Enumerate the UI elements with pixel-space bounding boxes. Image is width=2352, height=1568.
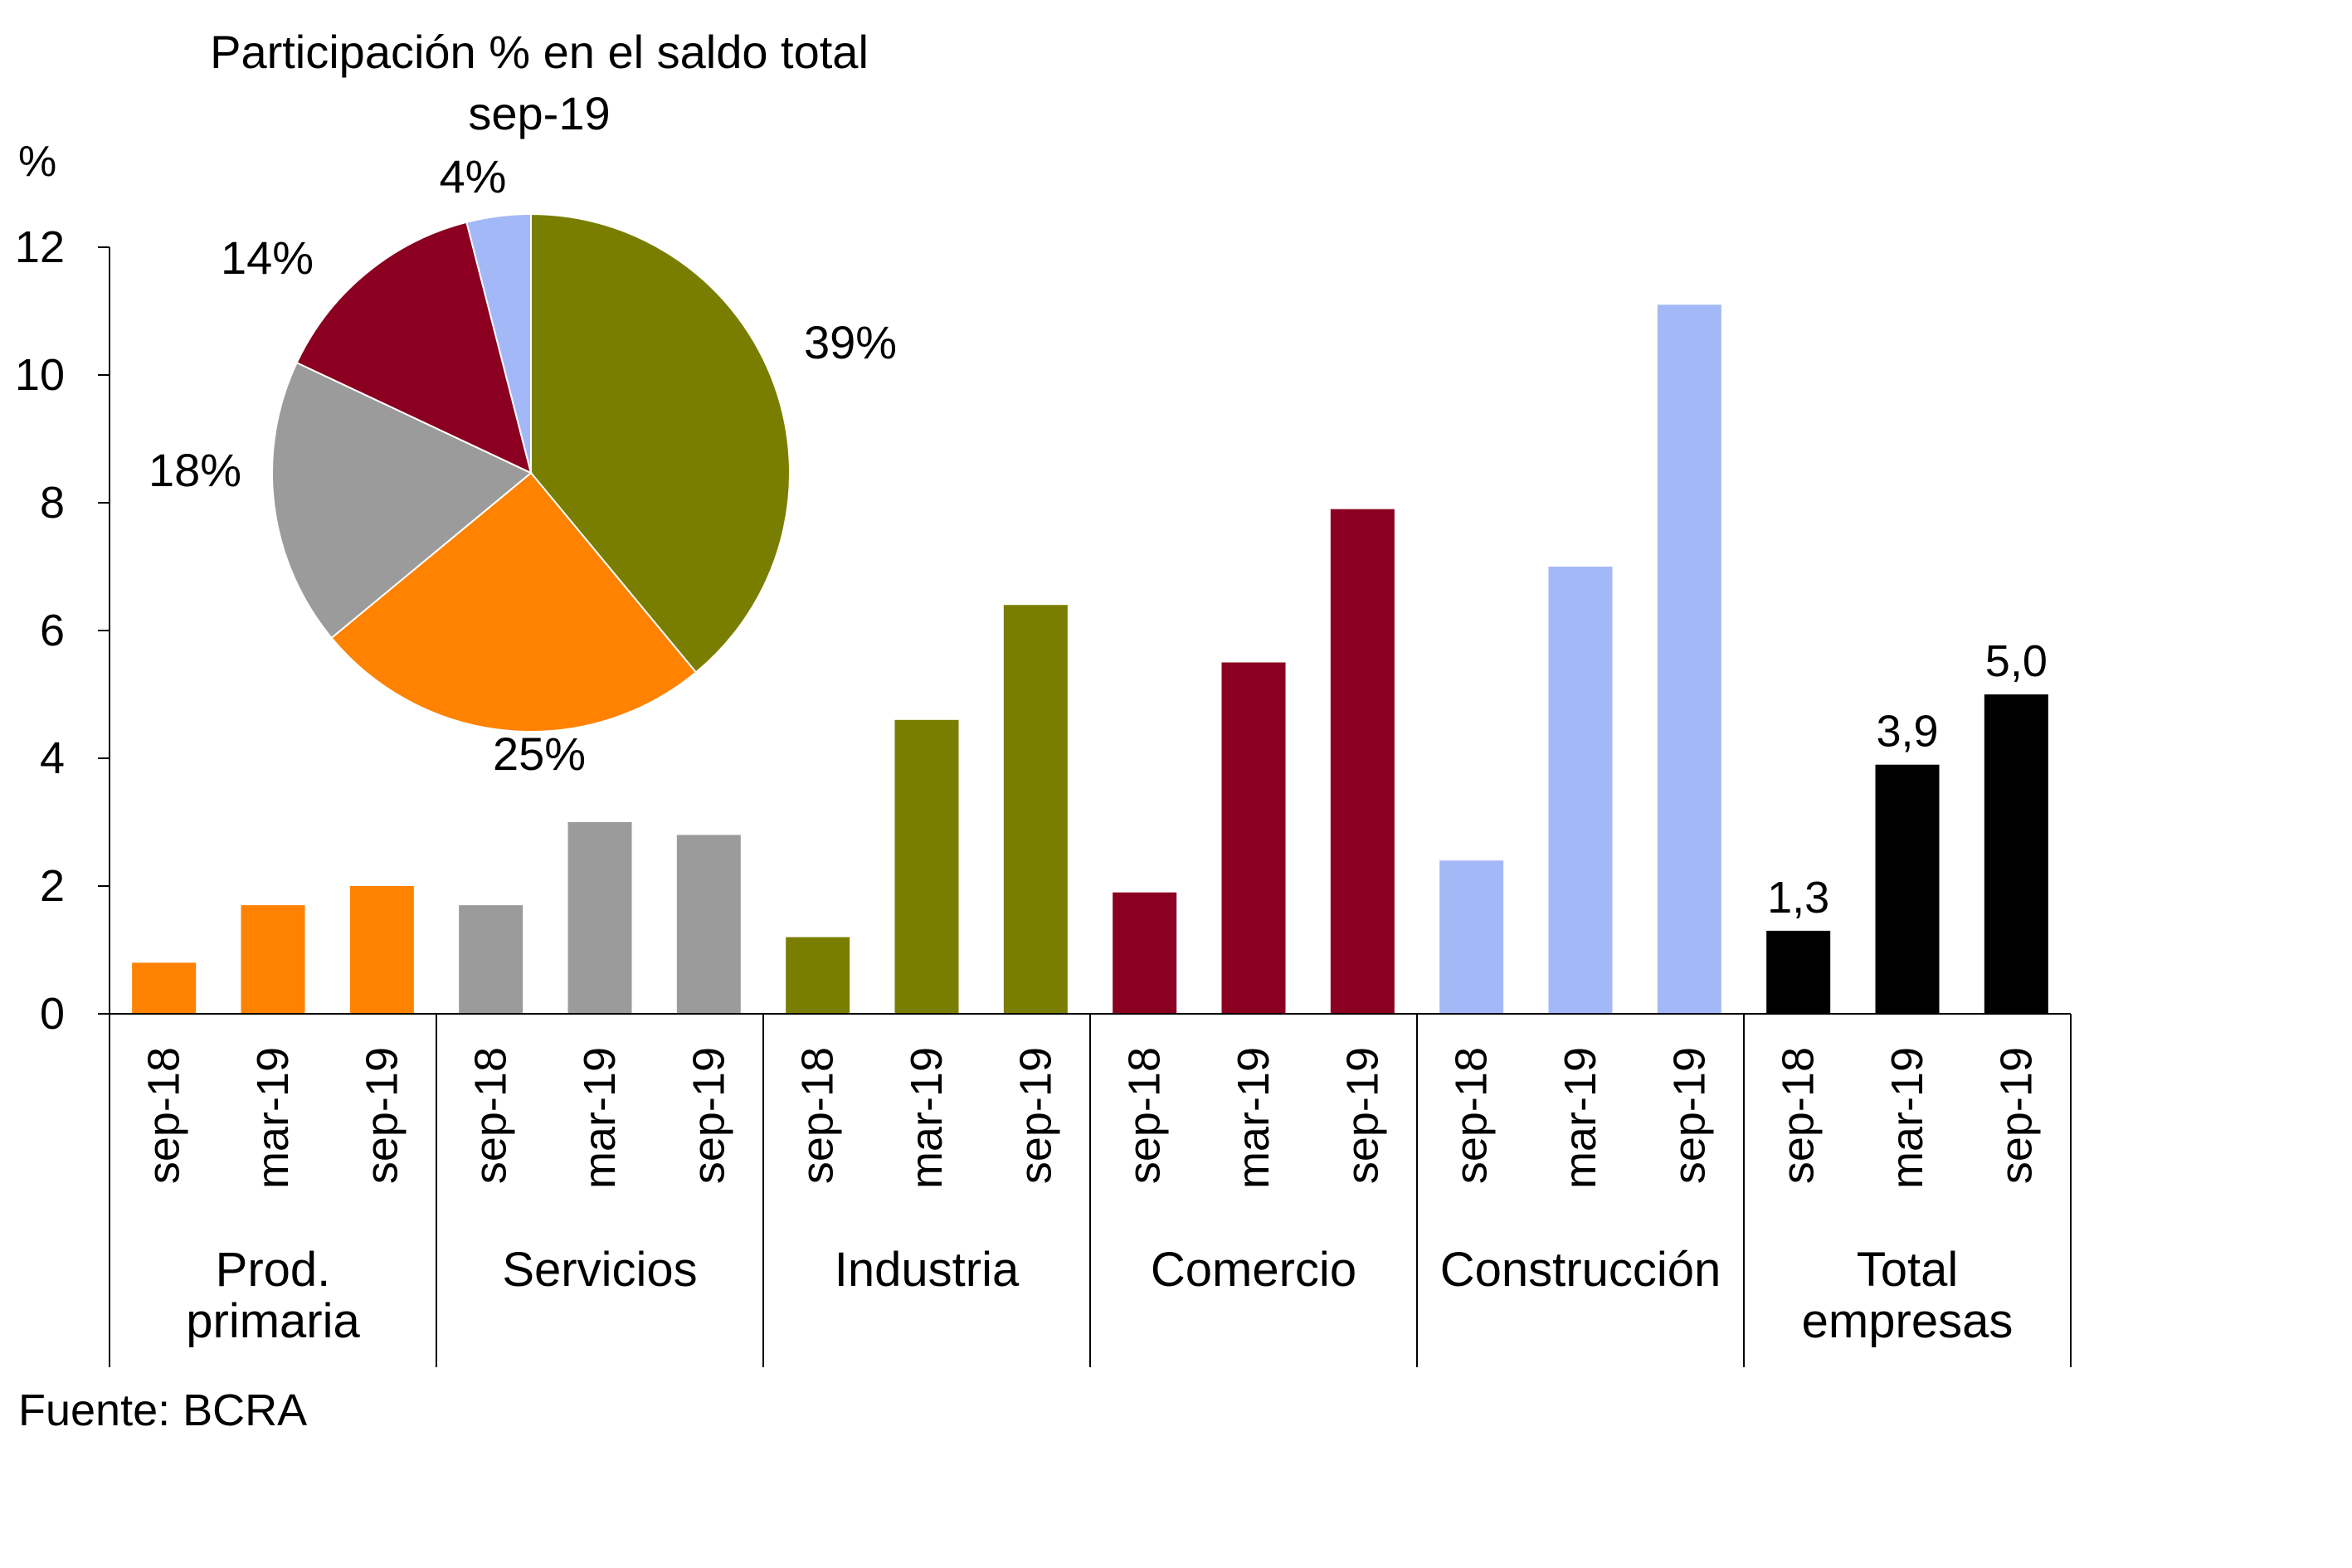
pie-slice-label: 39% [804, 316, 897, 368]
pie-title: sep-19 [468, 87, 610, 139]
group-label: Comercio [1151, 1243, 1356, 1297]
group-label: primaria [186, 1294, 360, 1348]
y-tick-label: 0 [40, 989, 65, 1039]
x-tick-label: sep-19 [357, 1047, 407, 1184]
pie-slice-label: 18% [149, 444, 241, 496]
bar [567, 822, 632, 1014]
bar [132, 962, 197, 1014]
bar [676, 835, 741, 1014]
pie-slice-label: 4% [440, 150, 507, 202]
bar [1439, 860, 1504, 1014]
bar [894, 719, 959, 1014]
x-tick-label: sep-18 [793, 1047, 843, 1184]
bar-chart: 1,3 3,9 5,0 [132, 304, 2048, 1014]
y-tick-label: 6 [40, 606, 65, 655]
x-tick-label: sep-19 [1991, 1047, 2041, 1184]
x-tick-label: sep-19 [1337, 1047, 1387, 1184]
y-axis-unit-label: % [18, 138, 56, 186]
x-tick-label: sep-18 [466, 1047, 516, 1184]
bar [1875, 764, 1940, 1014]
x-tick-label: sep-18 [1120, 1047, 1170, 1184]
bar [1003, 605, 1068, 1014]
pie-slice [465, 212, 532, 474]
group-label: Servicios [502, 1243, 697, 1297]
x-tick-label: sep-19 [684, 1047, 733, 1184]
bar [1548, 567, 1613, 1014]
x-tick-label: mar-19 [575, 1047, 625, 1189]
x-tick-label: sep-18 [1774, 1047, 1824, 1184]
x-tick-label: mar-19 [1556, 1047, 1605, 1189]
bar [1221, 662, 1286, 1014]
y-tick-label: 12 [15, 222, 65, 272]
x-tick-label: sep-19 [1010, 1047, 1060, 1184]
x-tick-label: sep-19 [1664, 1047, 1714, 1184]
pie-slice [330, 471, 698, 733]
bar [786, 937, 850, 1014]
bar [1113, 892, 1177, 1014]
bar-data-label: 1,3 [1767, 873, 1829, 923]
y-tick-label: 8 [40, 478, 65, 528]
bar [1330, 509, 1395, 1014]
bar [349, 886, 414, 1014]
source-note: Fuente: BCRA [18, 1385, 307, 1435]
y-tick-label: 2 [40, 861, 65, 911]
y-tick-label: 4 [40, 733, 65, 783]
bar-data-label: 5,0 [1985, 636, 2048, 686]
x-tick-label: mar-19 [248, 1047, 298, 1189]
group-label: empresas [1802, 1294, 2014, 1348]
bar-data-label: 3,9 [1876, 707, 1938, 757]
y-tick-label: 10 [15, 350, 65, 400]
bar [1657, 304, 1721, 1014]
x-tick-label: mar-19 [1229, 1047, 1278, 1189]
x-tick-label: sep-18 [139, 1047, 189, 1184]
pie-slice [530, 212, 791, 674]
group-label: Industria [835, 1243, 1020, 1297]
pie-slice [295, 221, 533, 475]
pie-chart: 39% 25% 18% 14% 4% Participación % en el sald… [149, 26, 897, 780]
pie-slice-label: 25% [493, 728, 586, 780]
bar [1984, 694, 2048, 1014]
x-tick-label: mar-19 [902, 1047, 952, 1189]
pie-slice [271, 361, 533, 640]
group-label: Construcción [1440, 1243, 1721, 1297]
x-tick-label: sep-18 [1447, 1047, 1497, 1184]
group-label: Total [1857, 1243, 1959, 1297]
bar [459, 905, 523, 1014]
bar-axes: % 0 2 4 6 8 10 12 sep-18 mar-19 sep-19 Prod.primari… [15, 138, 2072, 1367]
x-tick-label: mar-19 [1882, 1047, 1932, 1189]
bar [1766, 930, 1831, 1014]
group-label: Prod. [216, 1243, 331, 1297]
bar [241, 905, 305, 1014]
pie-slice-label: 14% [221, 231, 314, 284]
pie-title: Participación % en el saldo total [210, 26, 869, 78]
